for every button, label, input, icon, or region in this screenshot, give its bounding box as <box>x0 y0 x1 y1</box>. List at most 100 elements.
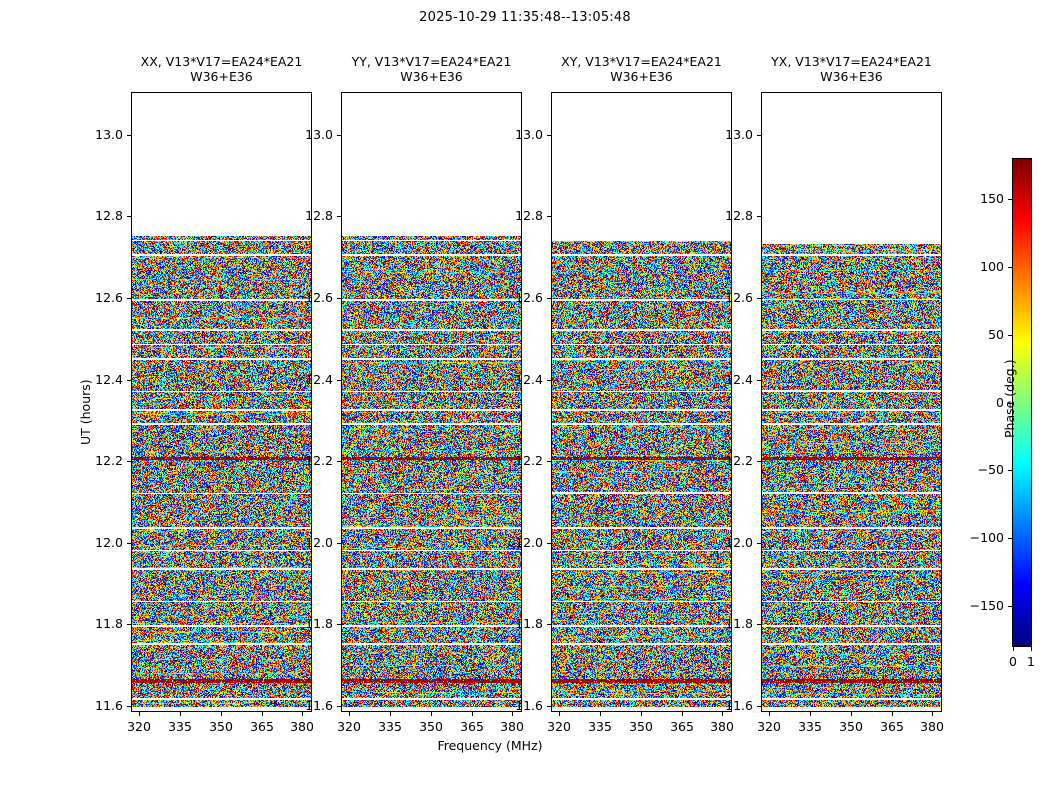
y-tick-label: 12.4 <box>95 372 123 387</box>
colorbar-tick-mark <box>1008 538 1012 539</box>
x-tick-mark <box>180 712 181 716</box>
panel-yy[interactable] <box>341 92 522 712</box>
y-tick-label: 12.6 <box>95 290 123 305</box>
panel-xx[interactable] <box>131 92 312 712</box>
y-tick-label: 12.0 <box>515 535 543 550</box>
x-tick-mark <box>221 712 222 716</box>
x-axis-label: Frequency (MHz) <box>437 738 543 753</box>
y-tick-mark <box>127 216 131 217</box>
y-tick-mark <box>547 216 551 217</box>
x-tick-mark <box>932 712 933 716</box>
panel-title-yx: YX, V13*V17=EA24*EA21 W36+E36 <box>726 54 977 84</box>
panel-title-xx: XX, V13*V17=EA24*EA21 W36+E36 <box>96 54 347 84</box>
x-tick-mark <box>892 712 893 716</box>
y-tick-label: 12.0 <box>725 535 753 550</box>
x-tick-label: 350 <box>629 719 653 734</box>
x-tick-label: 380 <box>920 719 944 734</box>
x-tick-label: 380 <box>500 719 524 734</box>
x-tick-label: 350 <box>209 719 233 734</box>
y-tick-mark <box>757 461 761 462</box>
panel-title-line1: XY, V13*V17=EA24*EA21 <box>561 54 722 69</box>
y-tick-mark <box>127 461 131 462</box>
panel-xy[interactable] <box>551 92 732 712</box>
x-tick-label: 350 <box>839 719 863 734</box>
y-tick-mark <box>127 624 131 625</box>
y-tick-mark <box>337 380 341 381</box>
x-tick-label: 320 <box>127 719 151 734</box>
y-tick-label: 11.6 <box>95 698 123 713</box>
x-tick-label: 365 <box>250 719 274 734</box>
x-tick-mark <box>810 712 811 716</box>
x-tick-mark <box>559 712 560 716</box>
panel-title-line1: YX, V13*V17=EA24*EA21 <box>771 54 932 69</box>
y-axis-label: UT (hours) <box>78 379 93 445</box>
colorbar-tick-label: −100 <box>969 530 1004 545</box>
x-tick-label: 365 <box>880 719 904 734</box>
x-tick-label: 380 <box>710 719 734 734</box>
colorbar-x-tick-mark <box>1031 647 1032 651</box>
y-tick-label: 12.0 <box>305 535 333 550</box>
figure-suptitle: 2025-10-29 11:35:48--13:05:48 <box>419 10 631 25</box>
x-tick-label: 320 <box>547 719 571 734</box>
colorbar-tick-label: −50 <box>977 462 1004 477</box>
colorbar-gradient <box>1013 159 1031 646</box>
colorbar-label: Phase (deg.) <box>1002 359 1017 438</box>
colorbar-tick-mark <box>1008 199 1012 200</box>
x-tick-mark <box>641 712 642 716</box>
panel-title-line2: W36+E36 <box>400 69 463 84</box>
colorbar-tick-mark <box>1008 470 1012 471</box>
x-tick-mark <box>390 712 391 716</box>
panel-title-line2: W36+E36 <box>820 69 883 84</box>
colorbar-x-tick-mark <box>1013 647 1014 651</box>
colorbar-tick-label: −150 <box>969 598 1004 613</box>
y-tick-label: 11.6 <box>305 698 333 713</box>
y-tick-label: 12.0 <box>95 535 123 550</box>
colorbar-tick-mark <box>1008 606 1012 607</box>
panel-title-line1: XX, V13*V17=EA24*EA21 <box>140 54 303 69</box>
x-tick-label: 365 <box>460 719 484 734</box>
x-tick-mark <box>472 712 473 716</box>
y-tick-mark <box>337 135 341 136</box>
x-tick-mark <box>722 712 723 716</box>
y-tick-mark <box>127 543 131 544</box>
x-tick-mark <box>139 712 140 716</box>
y-tick-label: 12.4 <box>305 372 333 387</box>
y-tick-mark <box>757 624 761 625</box>
y-tick-mark <box>337 298 341 299</box>
y-tick-label: 12.8 <box>95 208 123 223</box>
colorbar[interactable] <box>1012 158 1032 647</box>
y-tick-mark <box>547 461 551 462</box>
colorbar-tick-mark <box>1008 403 1012 404</box>
colorbar-tick-label: 150 <box>980 191 1004 206</box>
x-tick-label: 335 <box>168 719 192 734</box>
y-tick-label: 13.0 <box>305 127 333 142</box>
y-tick-label: 12.6 <box>725 290 753 305</box>
y-tick-label: 11.6 <box>515 698 543 713</box>
colorbar-x-tick-label: 0 <box>1009 654 1017 669</box>
colorbar-x-tick-label: 1 <box>1027 654 1035 669</box>
y-tick-label: 11.8 <box>515 616 543 631</box>
y-tick-label: 12.6 <box>515 290 543 305</box>
y-tick-label: 12.8 <box>305 208 333 223</box>
y-tick-mark <box>337 461 341 462</box>
y-tick-mark <box>127 380 131 381</box>
waterfall-image-xy <box>552 240 731 707</box>
x-tick-mark <box>349 712 350 716</box>
y-tick-mark <box>127 298 131 299</box>
y-tick-mark <box>547 380 551 381</box>
panel-title-line2: W36+E36 <box>190 69 253 84</box>
panel-yx[interactable] <box>761 92 942 712</box>
y-tick-label: 13.0 <box>725 127 753 142</box>
y-tick-mark <box>337 543 341 544</box>
x-tick-label: 335 <box>378 719 402 734</box>
colorbar-tick-mark <box>1008 267 1012 268</box>
panel-title-line2: W36+E36 <box>610 69 673 84</box>
panel-title-xy: XY, V13*V17=EA24*EA21 W36+E36 <box>516 54 767 84</box>
x-tick-label: 350 <box>419 719 443 734</box>
y-tick-mark <box>547 135 551 136</box>
x-tick-label: 335 <box>798 719 822 734</box>
colorbar-tick-label: 100 <box>980 259 1004 274</box>
y-tick-label: 12.6 <box>305 290 333 305</box>
y-tick-mark <box>547 706 551 707</box>
colorbar-tick-mark <box>1008 335 1012 336</box>
